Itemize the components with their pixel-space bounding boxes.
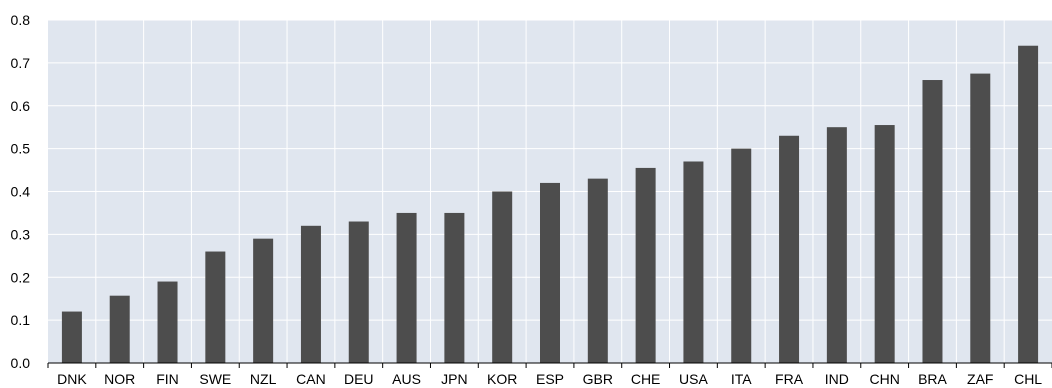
gridlines xyxy=(48,19,1052,363)
x-tick-label-jpn: JPN xyxy=(441,371,467,387)
bar-jpn xyxy=(444,212,465,363)
x-tick-label-gbr: GBR xyxy=(583,371,613,387)
bar-esp xyxy=(540,182,560,363)
bar-nzl xyxy=(253,238,274,363)
x-tick-label-aus: AUS xyxy=(392,371,421,387)
bar-zaf xyxy=(970,73,991,363)
bar-dnk xyxy=(61,311,82,363)
y-tick-label: 0.2 xyxy=(11,269,31,285)
y-tick-label: 0.5 xyxy=(11,141,31,157)
bar-swe xyxy=(205,251,226,363)
x-tick-label-chl: CHL xyxy=(1014,371,1042,387)
bar-fin xyxy=(157,281,178,363)
x-tick-label-ita: ITA xyxy=(731,371,752,387)
x-axis-tick-labels: DNK NOR FIN SWE NZL CAN DEU AUS JPN KOR ESP GBR CHE U… xyxy=(57,371,1042,387)
y-tick-label: 0.7 xyxy=(11,55,31,71)
y-axis-tick-labels: 0.0 0.1 0.2 0.3 0.4 0.5 0.6 0.7 0.8 xyxy=(11,12,31,371)
bar-ita xyxy=(731,148,752,363)
x-tick-label-fra: FRA xyxy=(775,371,804,387)
x-tick-label-kor: KOR xyxy=(487,371,517,387)
y-tick-label: 0.6 xyxy=(11,98,31,114)
bar-usa xyxy=(683,161,704,363)
x-tick-label-chn: CHN xyxy=(869,371,899,387)
bar-bra xyxy=(922,80,943,364)
x-tick-label-can: CAN xyxy=(296,371,326,387)
bar-chl xyxy=(1018,45,1039,363)
x-tick-label-deu: DEU xyxy=(344,371,374,387)
bar-che xyxy=(635,167,656,363)
y-tick-label: 0.0 xyxy=(11,355,31,371)
bar-fra xyxy=(779,135,800,363)
bars xyxy=(61,45,1039,364)
x-tick-label-swe: SWE xyxy=(199,371,231,387)
x-tick-label-usa: USA xyxy=(679,371,708,387)
x-tick-label-bra: BRA xyxy=(918,371,947,387)
x-tick-label-che: CHE xyxy=(631,371,661,387)
bar-ind xyxy=(826,127,847,363)
bar-gbr xyxy=(587,178,608,363)
y-tick-label: 0.3 xyxy=(11,226,31,242)
x-tick-label-fin: FIN xyxy=(156,371,179,387)
y-tick-label: 0.4 xyxy=(11,184,31,200)
x-tick-label-nzl: NZL xyxy=(250,371,277,387)
x-tick-label-dnk: DNK xyxy=(57,371,87,387)
x-tick-label-nor: NOR xyxy=(104,371,135,387)
axes xyxy=(47,362,1052,368)
bar-chn xyxy=(874,125,895,363)
bar-deu xyxy=(348,221,369,363)
x-tick-label-zaf: ZAF xyxy=(967,371,993,387)
y-tick-label: 0.8 xyxy=(11,12,31,28)
bar-kor xyxy=(492,191,513,363)
x-tick-label-esp: ESP xyxy=(536,371,564,387)
bar-aus xyxy=(396,212,417,363)
y-tick-label: 0.1 xyxy=(11,312,31,328)
bar-nor xyxy=(109,295,130,363)
x-tick-label-ind: IND xyxy=(825,371,849,387)
bar-can xyxy=(300,225,321,363)
